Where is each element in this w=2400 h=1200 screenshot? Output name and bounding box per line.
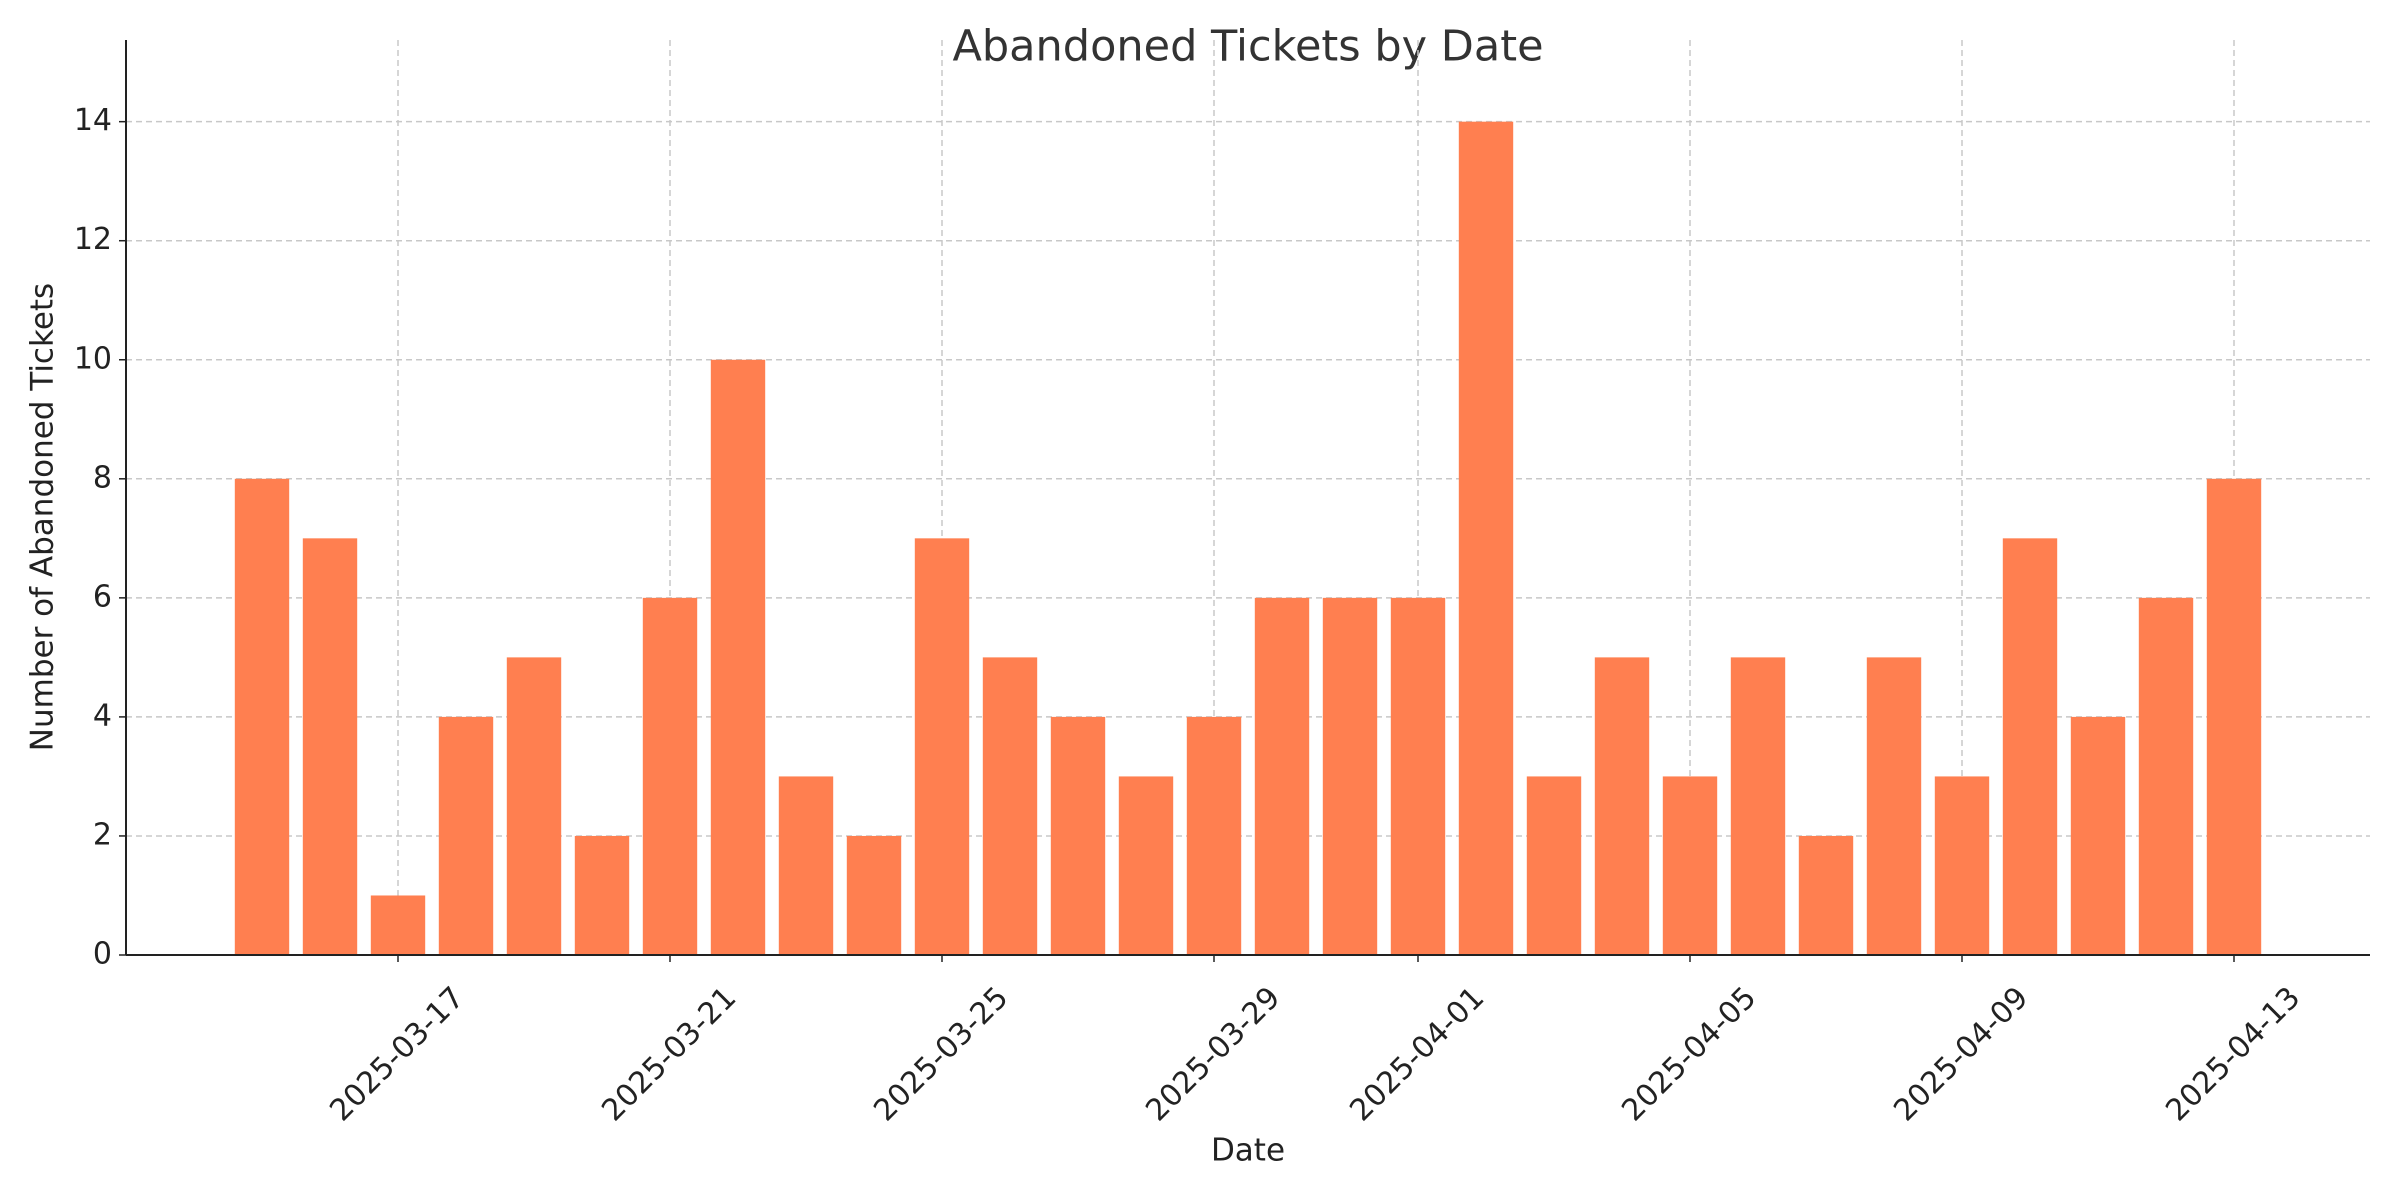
bar	[2070, 716, 2126, 955]
x-tick-label: 2025-04-01	[1343, 980, 1491, 1128]
y-tick-label: 10	[74, 341, 112, 376]
bar	[2206, 478, 2262, 955]
bar	[1526, 776, 1582, 955]
bar	[982, 657, 1038, 955]
bar	[914, 538, 970, 955]
x-tick-label: 2025-04-09	[1887, 980, 2035, 1128]
bar	[1186, 716, 1242, 955]
bar	[1118, 776, 1174, 955]
bar	[1458, 121, 1514, 955]
bar	[1050, 716, 1106, 955]
bar	[234, 478, 290, 955]
bar	[1594, 657, 1650, 955]
x-tick-label: 2025-04-13	[2159, 980, 2307, 1128]
x-tick-label: 2025-03-25	[867, 980, 1015, 1128]
y-tick-label: 0	[93, 937, 112, 972]
y-tick-label: 8	[93, 460, 112, 495]
bar	[2138, 597, 2194, 955]
y-tick-label: 14	[74, 103, 112, 138]
bar	[1662, 776, 1718, 955]
bar	[574, 835, 630, 955]
x-tick-label: 2025-03-17	[323, 980, 471, 1128]
bar	[846, 835, 902, 955]
x-axis-label: Date	[1211, 1133, 1285, 1169]
bar	[1866, 657, 1922, 955]
bar	[370, 895, 426, 955]
bar	[1390, 597, 1446, 955]
y-tick-label: 4	[93, 698, 112, 733]
y-tick-label: 2	[93, 817, 112, 852]
y-tick-label: 12	[74, 222, 112, 257]
x-tick-label: 2025-04-05	[1615, 980, 1763, 1128]
y-tick-label: 6	[93, 579, 112, 614]
bar	[506, 657, 562, 955]
bar	[1254, 597, 1310, 955]
bar	[778, 776, 834, 955]
x-tick-label: 2025-03-29	[1139, 980, 1287, 1128]
bar	[710, 359, 766, 955]
bar	[1730, 657, 1786, 955]
chart-title: Abandoned Tickets by Date	[952, 22, 1543, 72]
bar	[2002, 538, 2058, 955]
bar	[642, 597, 698, 955]
x-tick-label: 2025-03-21	[595, 980, 743, 1128]
bar	[1322, 597, 1378, 955]
bar	[1798, 835, 1854, 955]
bar	[302, 538, 358, 955]
bar	[438, 716, 494, 955]
bar	[1934, 776, 1990, 955]
y-axis-label: Number of Abandoned Tickets	[25, 283, 61, 751]
